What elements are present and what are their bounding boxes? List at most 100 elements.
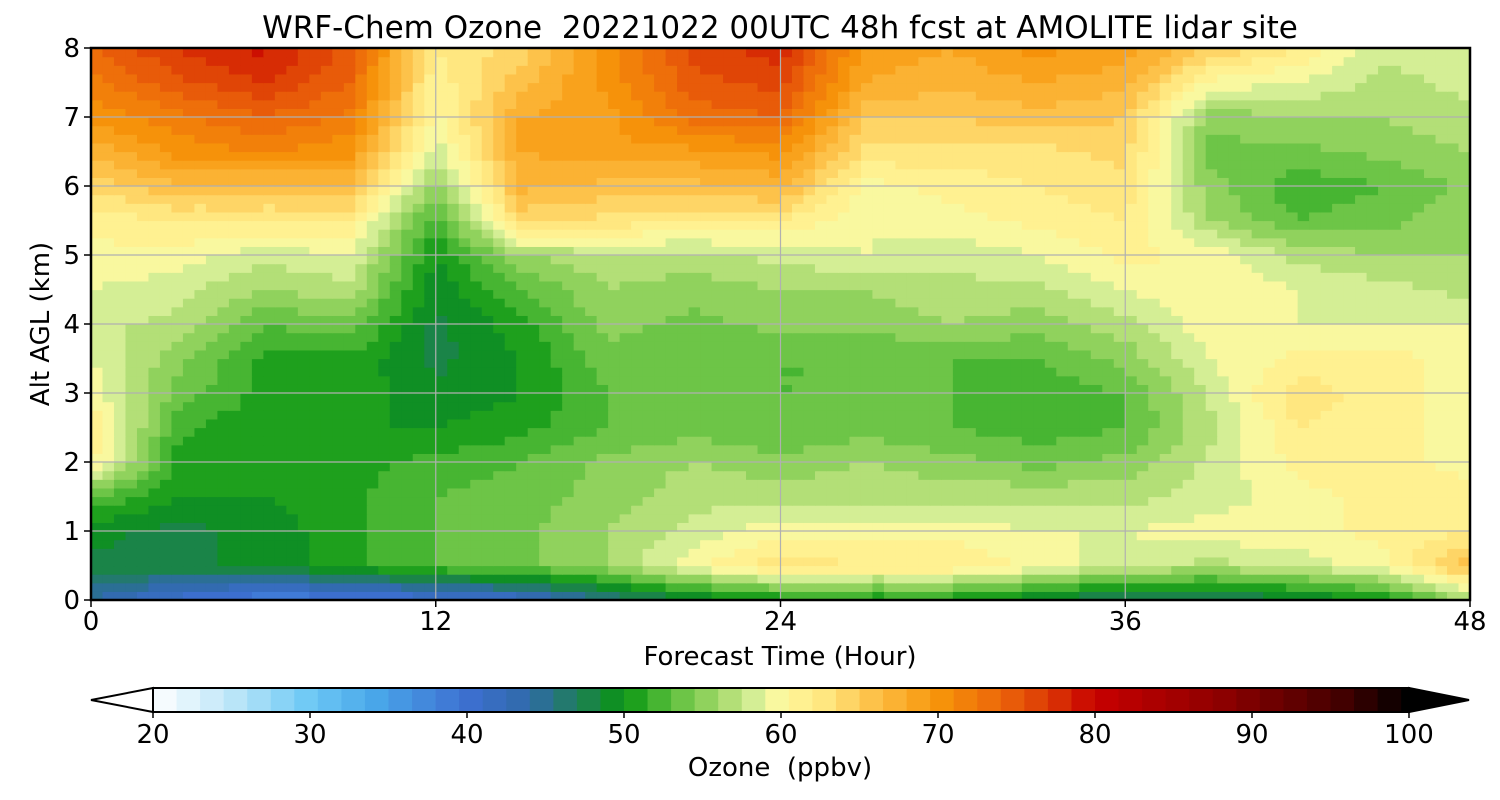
field-cell bbox=[458, 298, 471, 308]
field-cell bbox=[665, 505, 678, 515]
field-cell bbox=[424, 410, 437, 420]
field-cell bbox=[447, 324, 460, 334]
field-cell bbox=[1251, 263, 1264, 273]
field-cell bbox=[688, 401, 701, 411]
field-cell bbox=[171, 280, 184, 291]
field-cell bbox=[1447, 556, 1460, 567]
field-cell bbox=[734, 531, 747, 541]
field-cell bbox=[1102, 505, 1115, 515]
field-cell bbox=[1366, 349, 1379, 360]
field-cell bbox=[1044, 462, 1057, 472]
field-cell bbox=[757, 332, 770, 342]
field-cell bbox=[1171, 539, 1184, 549]
field-cell bbox=[826, 548, 839, 558]
field-cell bbox=[228, 401, 241, 411]
field-cell bbox=[585, 358, 598, 368]
field-cell bbox=[1251, 591, 1264, 601]
field-cell bbox=[665, 427, 678, 437]
field-cell bbox=[849, 306, 862, 316]
field-cell bbox=[780, 393, 793, 403]
field-cell bbox=[412, 315, 425, 325]
field-cell bbox=[1343, 453, 1356, 463]
field-cell bbox=[1343, 332, 1356, 342]
field-cell bbox=[424, 479, 437, 489]
field-cell bbox=[1447, 272, 1460, 282]
field-cell bbox=[1263, 591, 1276, 601]
field-cell bbox=[1194, 263, 1207, 273]
field-cell bbox=[113, 436, 127, 446]
field-cell bbox=[125, 496, 138, 506]
field-cell bbox=[102, 582, 115, 592]
field-cell bbox=[826, 410, 839, 420]
field-cell bbox=[769, 332, 782, 342]
field-cell bbox=[1263, 548, 1276, 558]
field-cell bbox=[389, 367, 402, 377]
field-cell bbox=[1412, 427, 1425, 437]
field-cell bbox=[619, 263, 632, 273]
field-cell bbox=[780, 410, 793, 420]
field-cell bbox=[918, 332, 931, 342]
field-cell bbox=[205, 246, 219, 256]
field-cell bbox=[608, 479, 621, 489]
field-cell bbox=[1286, 375, 1299, 385]
field-cell bbox=[125, 427, 138, 437]
field-cell bbox=[1251, 367, 1264, 377]
field-cell bbox=[274, 470, 287, 480]
field-cell bbox=[872, 289, 885, 299]
field-cell bbox=[1263, 315, 1276, 325]
field-cell bbox=[723, 505, 736, 515]
field-cell bbox=[102, 349, 115, 360]
field-cell bbox=[182, 255, 196, 265]
field-cell bbox=[217, 332, 230, 342]
field-cell bbox=[596, 436, 609, 446]
field-cell bbox=[412, 574, 425, 584]
field-cell bbox=[332, 444, 345, 454]
field-cell bbox=[1217, 418, 1230, 429]
field-cell bbox=[562, 418, 575, 429]
field-cell bbox=[700, 582, 713, 592]
field-cell bbox=[619, 539, 632, 549]
field-cell bbox=[539, 496, 552, 506]
field-cell bbox=[677, 531, 690, 541]
field-cell bbox=[918, 582, 931, 592]
field-cell bbox=[447, 255, 460, 265]
field-cell bbox=[1355, 556, 1368, 567]
field-cell bbox=[562, 565, 575, 575]
field-cell bbox=[1297, 487, 1310, 498]
field-cell bbox=[401, 556, 414, 567]
field-cell bbox=[1033, 246, 1046, 256]
field-cell bbox=[470, 280, 483, 291]
field-cell bbox=[481, 375, 494, 385]
field-cell bbox=[1366, 418, 1379, 429]
field-cell bbox=[332, 462, 345, 472]
field-cell bbox=[159, 367, 173, 377]
field-cell bbox=[1217, 548, 1230, 558]
field-cell bbox=[1090, 410, 1103, 420]
field-cell bbox=[424, 358, 437, 368]
field-cell bbox=[1182, 306, 1195, 316]
field-cell bbox=[251, 410, 264, 420]
field-cell bbox=[573, 591, 586, 601]
field-cell bbox=[1458, 453, 1471, 463]
field-cell bbox=[1021, 574, 1034, 584]
field-cell bbox=[274, 393, 287, 403]
field-cell bbox=[975, 358, 988, 368]
field-cell bbox=[91, 470, 104, 480]
field-cell bbox=[91, 436, 104, 446]
field-cell bbox=[1309, 591, 1322, 601]
field-cell bbox=[619, 436, 632, 446]
field-cell bbox=[435, 496, 448, 506]
field-cell bbox=[1297, 427, 1310, 437]
field-cell bbox=[1102, 324, 1115, 334]
field-cell bbox=[929, 574, 942, 584]
field-cell bbox=[654, 255, 667, 265]
field-cell bbox=[309, 470, 322, 480]
field-cell bbox=[1355, 548, 1368, 558]
field-cell bbox=[1228, 255, 1241, 265]
field-cell bbox=[803, 418, 816, 429]
field-cell bbox=[1044, 418, 1057, 429]
field-cell bbox=[286, 591, 299, 601]
field-cell bbox=[746, 332, 759, 342]
field-cell bbox=[171, 505, 184, 515]
